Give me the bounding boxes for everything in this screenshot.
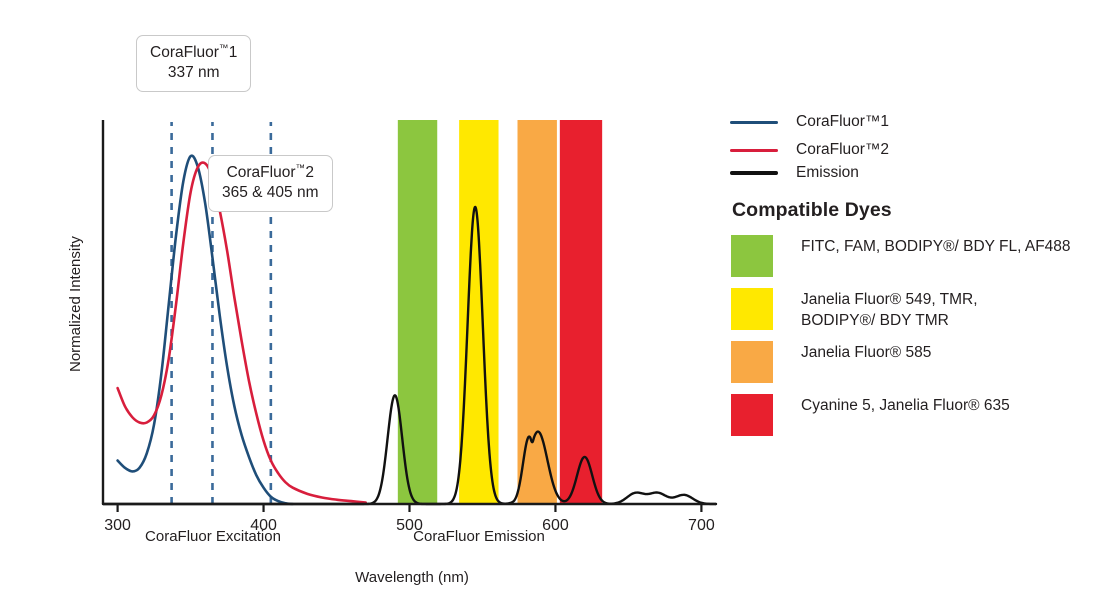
dye-color-swatch bbox=[731, 394, 773, 436]
x-tick-label: 600 bbox=[542, 517, 569, 534]
dye-item-yellow: Janelia Fluor® 549, TMR, BODIPY®/ BDY TM… bbox=[731, 288, 978, 332]
dye-item-orange: Janelia Fluor® 585 bbox=[731, 341, 931, 383]
dye-label: Janelia Fluor® 585 bbox=[801, 344, 932, 361]
y-axis-title: Normalized Intensity bbox=[67, 236, 84, 372]
x-tick-label: 400 bbox=[250, 517, 277, 534]
dye-color-swatch bbox=[731, 288, 773, 330]
legend-item-corafluor1: CoraFluor™1 bbox=[730, 113, 889, 131]
x-axis-title: Wavelength (nm) bbox=[355, 569, 469, 586]
legend-line-swatch bbox=[730, 148, 778, 152]
legend-item-label: Emission bbox=[796, 164, 859, 181]
dye-label: Janelia Fluor® 549, TMR, BODIPY®/ BDY TM… bbox=[801, 291, 978, 329]
x-tick-group: 300 400 500 600 700 bbox=[104, 504, 715, 534]
excitation-curve bbox=[116, 154, 295, 506]
callout-corafluor1-line1: CoraFluor™1 bbox=[150, 43, 238, 62]
legend-line-swatch bbox=[730, 120, 778, 124]
x-tick-label: 700 bbox=[688, 517, 715, 534]
legend-item-corafluor2: CoraFluor™2 bbox=[730, 141, 889, 159]
dye-item-red: Cyanine 5, Janelia Fluor® 635 bbox=[731, 394, 1010, 436]
dye-label: FITC, FAM, BODIPY®/ BDY FL, AF488 bbox=[801, 238, 1071, 255]
x-tick-label: 500 bbox=[396, 517, 423, 534]
dye-band bbox=[397, 120, 438, 504]
callout-corafluor1: CoraFluor™1 337 nm bbox=[136, 35, 252, 92]
region-label-excitation: CoraFluor Excitation bbox=[145, 528, 281, 545]
dye-band bbox=[517, 120, 557, 504]
legend-line-swatch bbox=[730, 171, 778, 175]
dye-item-green: FITC, FAM, BODIPY®/ BDY FL, AF488 bbox=[731, 235, 1071, 277]
region-label-emission: CoraFluor Emission bbox=[413, 528, 545, 545]
callout-corafluor1-line2: 337 nm bbox=[167, 63, 220, 81]
legend-item-label: CoraFluor™2 bbox=[796, 141, 890, 158]
plot-area: 300 400 500 600 700 Normalized Intensity Wav… bbox=[67, 35, 718, 586]
spectra-chart: 300 400 500 600 700 Normalized Intensity Wav… bbox=[67, 120, 718, 586]
dye-label: Cyanine 5, Janelia Fluor® 635 bbox=[801, 397, 1010, 414]
legend-panel: CoraFluor™1 CoraFluor™2 Emission Compati… bbox=[729, 0, 1110, 612]
excitation-curve bbox=[116, 161, 368, 504]
dye-band-group bbox=[397, 120, 603, 504]
dye-band bbox=[559, 120, 603, 504]
x-tick-label: 300 bbox=[104, 517, 131, 534]
dye-band bbox=[459, 120, 499, 504]
callout-corafluor2-line2: 365 & 405 nm bbox=[222, 183, 319, 201]
dye-color-swatch bbox=[731, 235, 773, 277]
dye-color-swatch bbox=[731, 341, 773, 383]
legend-item-emission: Emission bbox=[730, 164, 859, 182]
legend-item-label: CoraFluor™1 bbox=[796, 113, 890, 130]
compatible-dyes-heading: Compatible Dyes bbox=[732, 199, 892, 221]
callout-corafluor2-line1: CoraFluor™2 bbox=[226, 163, 314, 182]
callout-corafluor2: CoraFluor™2 365 & 405 nm bbox=[208, 155, 333, 212]
